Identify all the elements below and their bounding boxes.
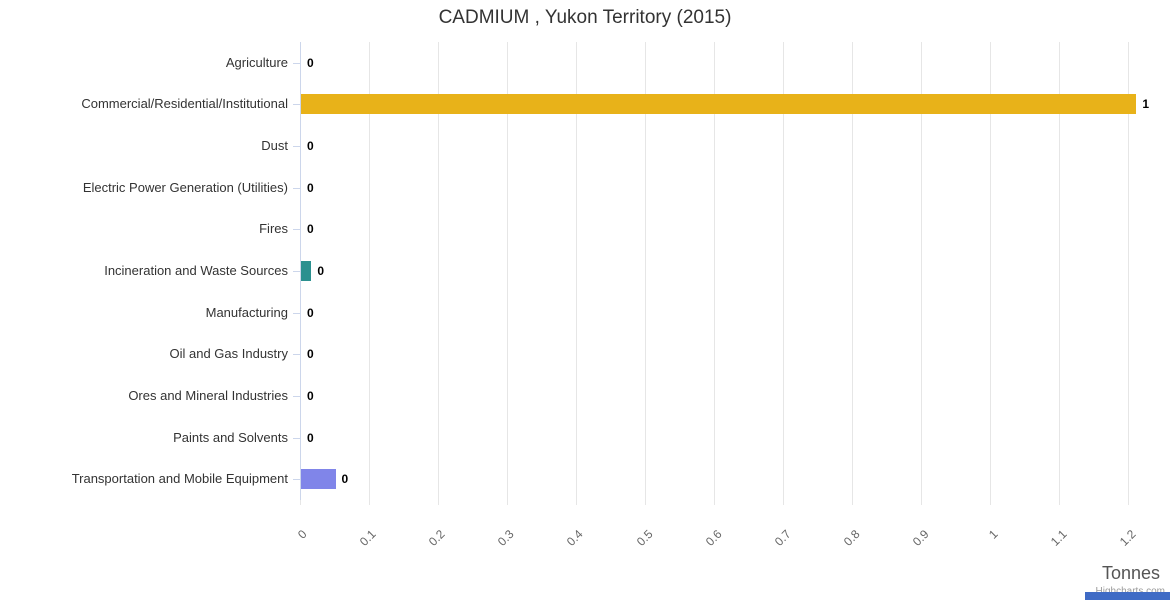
x-axis-tick-label: 0.6 <box>702 527 725 549</box>
x-axis-tick-label: 0.3 <box>495 527 518 549</box>
gridline <box>438 42 440 505</box>
category-label: Dust <box>261 138 288 154</box>
bar-data-label: 1 <box>1142 97 1150 112</box>
y-axis-tick <box>293 146 300 148</box>
category-label: Agriculture <box>225 54 288 70</box>
category-label: Fires <box>259 221 288 237</box>
bar-data-label: 0 <box>317 264 325 278</box>
category-label: Incineration and Waste Sources <box>104 263 288 278</box>
chart-title: CADMIUM , Yukon Territory (2015) <box>438 7 732 28</box>
corner-accent <box>1085 592 1170 600</box>
x-axis-tick-label: 1.1 <box>1047 527 1070 549</box>
gridline <box>921 42 923 505</box>
bar-data-label: 0 <box>307 305 314 320</box>
x-axis-tick-label: 1 <box>985 527 1001 542</box>
y-axis-tick <box>293 437 300 439</box>
bar-data-label: 0 <box>307 347 314 362</box>
gridline <box>714 42 716 505</box>
bar-data-label: 0 <box>307 222 314 237</box>
x-axis-tick-label: 0.2 <box>426 527 448 549</box>
bar-data-label: 0 <box>307 388 314 403</box>
bar[interactable] <box>301 261 312 281</box>
bar[interactable] <box>301 94 1137 115</box>
category-label: Manufacturing <box>205 304 288 320</box>
y-axis-tick <box>293 271 300 272</box>
gridline <box>576 42 578 505</box>
x-axis-tick-label: 0 <box>295 527 310 542</box>
x-axis-tick-label: 0.4 <box>564 527 587 549</box>
gridline <box>645 42 647 505</box>
gridline <box>1128 42 1130 505</box>
gridline <box>507 42 509 505</box>
x-axis-tick-label: 0.7 <box>771 527 794 549</box>
y-axis-tick <box>293 187 300 189</box>
category-label: Oil and Gas Industry <box>169 346 289 362</box>
y-axis-tick <box>293 312 300 314</box>
category-label: Electric Power Generation (Utilities) <box>82 179 288 195</box>
category-label: Commercial/Residential/Institutional <box>81 96 288 112</box>
bar-data-label: 0 <box>307 180 314 195</box>
gridline <box>990 42 992 505</box>
x-axis-tick-label: 0.9 <box>909 527 932 549</box>
category-label: Transportation and Mobile Equipment <box>71 471 288 487</box>
x-axis-tick-label: 0.1 <box>357 527 379 549</box>
category-label: Paints and Solvents <box>173 429 288 445</box>
y-axis-tick <box>293 354 300 356</box>
bar-data-label: 0 <box>307 139 314 154</box>
bar[interactable] <box>301 469 336 490</box>
bar-data-label: 0 <box>341 472 349 487</box>
bar-data-label: 0 <box>307 430 314 445</box>
gridline <box>1059 42 1061 505</box>
gridline <box>783 42 785 505</box>
y-axis-tick <box>293 62 300 64</box>
x-axis-tick-label: 0.8 <box>840 527 863 549</box>
y-axis-tick <box>293 395 300 397</box>
y-axis-tick <box>293 104 300 106</box>
x-axis-title: Tonnes <box>1101 563 1160 583</box>
y-axis-line <box>300 42 301 500</box>
highcharts-credits-link[interactable]: Highcharts.com <box>1096 586 1165 597</box>
category-label: Ores and Mineral Industries <box>128 387 288 403</box>
x-axis-tick-label: 0.5 <box>633 527 656 549</box>
y-axis-tick <box>293 479 300 481</box>
y-axis-tick <box>293 229 300 231</box>
x-axis-tick-label: 1.2 <box>1116 527 1139 549</box>
bar-data-label: 0 <box>307 55 314 70</box>
gridline <box>852 42 854 505</box>
gridline <box>369 42 371 505</box>
